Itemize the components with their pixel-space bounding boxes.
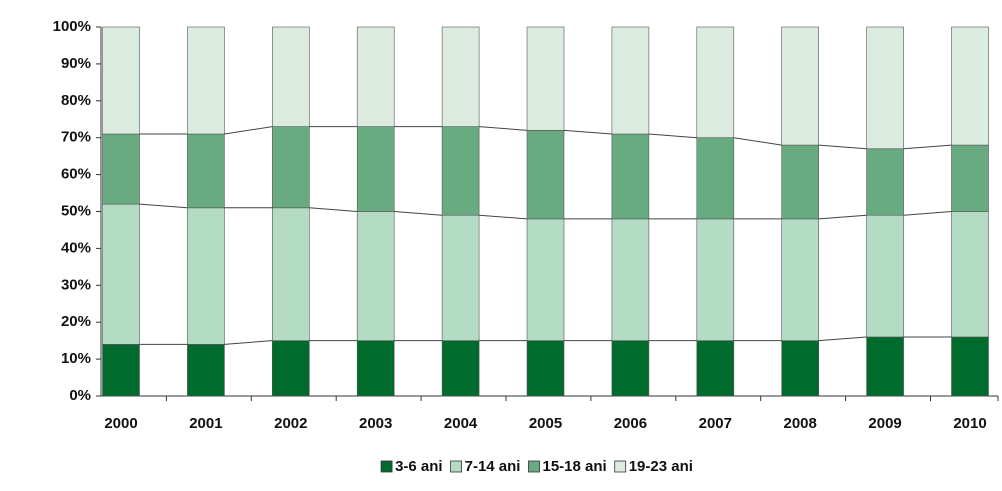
legend-label: 3-6 ani bbox=[395, 458, 443, 475]
series-line bbox=[224, 126, 273, 135]
bar-segment bbox=[696, 26, 735, 138]
x-tick-label: 2002 bbox=[274, 415, 307, 432]
y-tick-label: 60% bbox=[61, 166, 91, 183]
x-tick-label: 2000 bbox=[104, 415, 137, 432]
y-tick-label: 30% bbox=[61, 276, 91, 293]
legend-swatch bbox=[450, 460, 463, 473]
bar-segment bbox=[611, 218, 650, 341]
bar-segment bbox=[102, 26, 140, 135]
bar-segment bbox=[441, 26, 480, 127]
y-tick-label: 20% bbox=[61, 313, 91, 330]
bar-segment bbox=[271, 340, 310, 397]
x-tick-label: 2005 bbox=[529, 415, 562, 432]
y-tick-label: 100% bbox=[53, 18, 91, 35]
y-tick-label: 0% bbox=[69, 387, 91, 404]
series-line bbox=[139, 203, 188, 209]
x-tick-label: 2010 bbox=[953, 415, 986, 432]
legend-label: 19-23 ani bbox=[629, 458, 693, 475]
bar-segment bbox=[611, 340, 650, 397]
bar-segment bbox=[526, 26, 565, 131]
y-tick-label: 50% bbox=[61, 202, 91, 219]
bar-segment bbox=[781, 340, 820, 397]
bar-segment bbox=[271, 26, 310, 127]
bar-segment bbox=[866, 148, 904, 216]
y-tick-label: 80% bbox=[61, 92, 91, 109]
series-line bbox=[903, 211, 952, 216]
legend-swatch bbox=[614, 460, 627, 473]
bar-segment bbox=[271, 126, 310, 209]
series-line bbox=[479, 214, 528, 220]
bar-segment bbox=[187, 26, 225, 135]
legend-label: 7-14 ani bbox=[465, 458, 521, 475]
bar-segment bbox=[781, 26, 820, 146]
bar-segment bbox=[356, 126, 395, 212]
series-line bbox=[818, 214, 867, 220]
series-line bbox=[818, 336, 867, 342]
series-line bbox=[818, 144, 867, 150]
bar-segment bbox=[611, 133, 650, 220]
bar-segment bbox=[102, 133, 140, 205]
bar-segment bbox=[102, 344, 140, 397]
x-tick-label: 2003 bbox=[359, 415, 392, 432]
y-tick-label: 90% bbox=[61, 55, 91, 72]
x-tick-label: 2001 bbox=[189, 415, 222, 432]
bar-segment bbox=[187, 207, 225, 345]
bar-segment bbox=[271, 207, 310, 341]
bar-segment bbox=[356, 211, 395, 341]
bar-segment bbox=[441, 340, 480, 397]
bar-segment bbox=[187, 344, 225, 397]
x-tick-label: 2004 bbox=[444, 415, 478, 432]
series-line bbox=[903, 144, 952, 150]
bar-segment bbox=[696, 340, 735, 397]
series-line bbox=[733, 137, 782, 146]
bar-segment bbox=[441, 214, 480, 341]
bar-segment bbox=[187, 133, 225, 209]
y-tick-label: 70% bbox=[61, 129, 91, 146]
bar-segment bbox=[866, 214, 904, 338]
bar-segment bbox=[526, 218, 565, 341]
bar-segment bbox=[526, 130, 565, 220]
bar-segment bbox=[611, 26, 650, 135]
bar-segment bbox=[951, 336, 989, 397]
series-line bbox=[394, 211, 443, 216]
x-tick-label: 2006 bbox=[614, 415, 647, 432]
legend-label: 15-18 ani bbox=[542, 458, 606, 475]
series-line bbox=[563, 129, 612, 135]
bar-segment bbox=[526, 340, 565, 397]
bar-segment bbox=[356, 26, 395, 127]
x-tick-label: 2007 bbox=[699, 415, 732, 432]
legend-swatch bbox=[528, 460, 540, 473]
bar-segment bbox=[696, 218, 735, 341]
bar-segment bbox=[951, 144, 989, 212]
bar-segment bbox=[356, 340, 395, 397]
bar-segment bbox=[866, 26, 904, 150]
series-line bbox=[224, 340, 273, 345]
bar-segment bbox=[441, 126, 480, 216]
bar-segment bbox=[951, 26, 989, 146]
y-tick-label: 40% bbox=[61, 239, 91, 256]
series-line bbox=[309, 207, 358, 212]
bar-segment bbox=[781, 218, 820, 341]
legend: 3-6 ani 7-14 ani 15-18 ani 19-23 ani bbox=[380, 458, 693, 475]
bar-segment bbox=[866, 336, 904, 397]
bar-segment bbox=[781, 144, 820, 220]
bar-segment bbox=[951, 211, 989, 338]
series-line bbox=[648, 133, 697, 139]
legend-swatch bbox=[380, 460, 393, 473]
bar-segment bbox=[102, 203, 140, 345]
x-tick-label: 2009 bbox=[868, 415, 901, 432]
x-tick-label: 2008 bbox=[784, 415, 817, 432]
series-line bbox=[479, 126, 528, 131]
bar-segment bbox=[696, 137, 735, 220]
y-tick-label: 10% bbox=[61, 350, 91, 367]
